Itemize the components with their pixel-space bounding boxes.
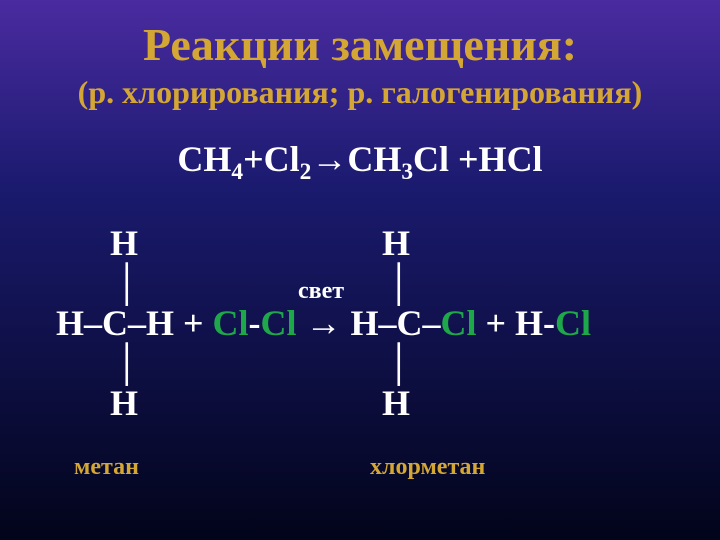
reaction-equation: CH4+Cl2→CH3Cl +HCl	[0, 138, 720, 186]
structural-formula: HH││H–C–H + Cl-Cl → H–C–Cl + H-Cl││HH	[56, 222, 591, 422]
condition-label: свет	[298, 278, 344, 305]
slide: Реакции замещения: (р. хлорирования; р. …	[0, 0, 720, 540]
chloromethane-label: хлорметан	[370, 454, 485, 481]
methane-label: метан	[74, 454, 139, 481]
slide-title: Реакции замещения:	[0, 18, 720, 71]
slide-subtitle: (р. хлорирования; р. галогенирования)	[0, 74, 720, 111]
